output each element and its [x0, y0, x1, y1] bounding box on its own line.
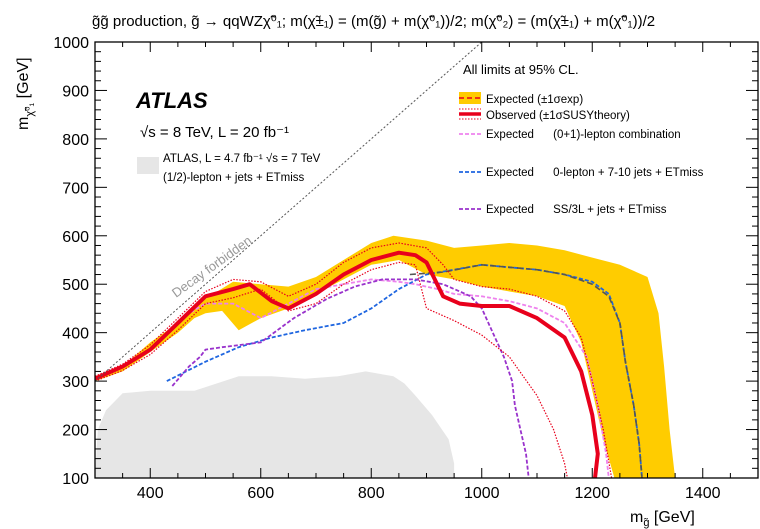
y-tick-label: 300 — [62, 374, 89, 391]
legend-combo-label: Expected (0+1)-lepton combination — [486, 129, 681, 141]
cl-note: All limits at 95% CL. — [463, 62, 579, 77]
decay-forbidden-line — [94, 41, 483, 382]
legend-prior-line1: ATLAS, L = 4.7 fb⁻¹ √s = 7 TeV — [163, 152, 321, 165]
series-expected-central — [409, 263, 643, 478]
prior-7tev-region — [95, 371, 455, 478]
x-tick-label: 600 — [247, 485, 274, 502]
series-observed-minus — [95, 261, 568, 478]
x-tick-label: 1400 — [685, 485, 721, 502]
legend: Expected (±1σexp) Observed (±1σSUSYtheor… — [459, 92, 704, 216]
legend-observed-label: Observed (±1σSUSYtheory) — [486, 110, 630, 122]
y-tick-label: 200 — [62, 423, 89, 440]
series-ss3l — [171, 278, 530, 478]
legend-ss3l-label: Expected SS/3L + jets + ETmiss — [486, 204, 667, 216]
data-layer — [95, 235, 676, 478]
y-tick-label: 700 — [62, 180, 89, 197]
y-tick-label: 600 — [62, 229, 89, 246]
x-tick-label: 800 — [358, 485, 385, 502]
plot-title: g̃g̃ production, g̃ → qqWZχ̃⁰₁; m(χ̃±₁) … — [92, 13, 655, 30]
y-tick-label: 900 — [62, 83, 89, 100]
x-axis-label: mg̃ [GeV] — [630, 509, 695, 529]
legend-prior-swatch — [137, 157, 159, 174]
y-tick-label: 100 — [62, 471, 89, 488]
y-tick-label: 800 — [62, 132, 89, 149]
x-tick-label: 1200 — [574, 485, 610, 502]
legend-0lep-label: Expected 0-lepton + 7-10 jets + ETmiss — [486, 167, 704, 179]
expected-band — [95, 235, 676, 478]
y-tick-label: 1000 — [53, 35, 89, 52]
legend-prior-line2: (1/2)-lepton + jets + ETmiss — [163, 172, 304, 184]
series-observed — [95, 250, 600, 478]
x-tick-label: 1000 — [464, 485, 500, 502]
energy-lumi-label: √s = 8 TeV, L = 20 fb⁻¹ — [140, 124, 289, 141]
axes: 400 600 800 1000 1200 1400 100 200 300 400 500 600 7… — [53, 35, 759, 502]
y-axis-label: mχ̃⁰₁ [GeV] — [15, 57, 36, 130]
x-tick-label: 400 — [137, 485, 164, 502]
y-tick-label: 500 — [62, 277, 89, 294]
legend-expected-label: Expected (±1σexp) — [486, 94, 583, 106]
series-observed-plus — [95, 242, 613, 478]
y-tick-label: 400 — [62, 326, 89, 343]
atlas-logo: ATLAS — [135, 88, 208, 113]
series-combo — [171, 278, 610, 478]
